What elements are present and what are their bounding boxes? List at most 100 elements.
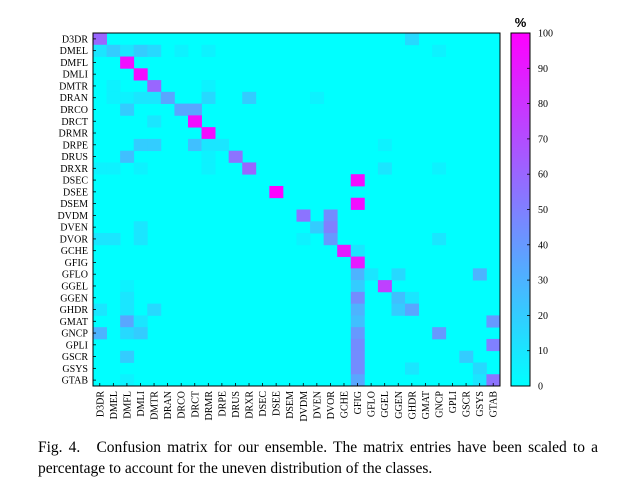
column-label-drmr: DRMR bbox=[204, 391, 215, 421]
heatmap-cell-gflo-gfig bbox=[350, 268, 365, 281]
heatmap-cell-drpe-drct bbox=[187, 138, 202, 152]
heatmap-cell-dsec-gfig bbox=[350, 174, 365, 187]
heatmap-cell-drco-dmfl bbox=[120, 103, 135, 116]
heatmap-cell-gmat-dmfl bbox=[120, 315, 135, 328]
column-label-drpe: DRPE bbox=[217, 391, 228, 417]
heatmap-cell-dven-dvor bbox=[323, 221, 338, 234]
row-label-dvdm: DVDM bbox=[57, 211, 88, 222]
heatmap-cell-gscr-gfig bbox=[350, 350, 365, 363]
heatmap-cell-dmel-drmr bbox=[201, 44, 216, 57]
heatmap-cell-ggen-dmfl bbox=[120, 291, 135, 305]
column-label-ggel: GGEL bbox=[380, 391, 391, 418]
row-label-dmli: DMLI bbox=[62, 70, 88, 81]
colorbar-tick-label-20: 20 bbox=[538, 311, 548, 322]
heatmap-cell-dmtr-dmtr bbox=[147, 80, 162, 93]
column-label-drxr: DRXR bbox=[245, 391, 256, 419]
heatmap-cell-gsys-gsys bbox=[472, 362, 487, 375]
heatmap-cell-dmel-dmel bbox=[106, 44, 121, 57]
colorbar-tick-label-60: 60 bbox=[538, 170, 548, 181]
column-label-dsem: DSEM bbox=[285, 391, 296, 419]
confusion-matrix-chart: D3DRDMELDMFLDMLIDMTRDRANDRCODRCTDRMRDRPE… bbox=[57, 15, 553, 422]
heatmap-cell-gsys-gfig bbox=[350, 362, 365, 375]
column-label-ggen: GGEN bbox=[394, 391, 405, 419]
heatmap-cell-gflo-gsys bbox=[472, 268, 487, 281]
heatmap-cell-drpe-dmtr bbox=[147, 138, 162, 152]
heatmap-cell-gtab-dmfl bbox=[120, 374, 135, 387]
row-labels: D3DRDMELDMFLDMLIDMTRDRANDRCODRCTDRMRDRPE… bbox=[57, 34, 96, 387]
row-label-ggel: GGEL bbox=[61, 281, 88, 292]
heatmap-cells bbox=[93, 33, 501, 387]
row-label-drct: DRCT bbox=[61, 117, 88, 128]
heatmap-cell-gche-gche bbox=[337, 244, 352, 257]
colorbar-tick-label-30: 30 bbox=[538, 276, 548, 287]
heatmap-cell-dran-dran bbox=[160, 91, 175, 104]
heatmap-cell-gmat-gfig bbox=[350, 315, 365, 328]
heatmap-cell-gscr-dmfl bbox=[120, 350, 135, 363]
heatmap-cell-d3dr-d3dr bbox=[93, 33, 107, 46]
heatmap-cell-drxr-ggel bbox=[377, 162, 392, 175]
heatmap-cell-dran-dmfl bbox=[120, 91, 135, 104]
row-label-d3dr: D3DR bbox=[62, 34, 88, 45]
heatmap-cell-gmat-dmli bbox=[133, 315, 148, 328]
heatmap-cell-dran-dmel bbox=[106, 91, 121, 104]
heatmap-cell-ggel-dmfl bbox=[120, 280, 135, 293]
heatmap-cell-gpli-gtab bbox=[486, 338, 501, 352]
column-label-d3dr: D3DR bbox=[95, 391, 106, 417]
heatmap-cell-dran-drmr bbox=[201, 91, 216, 104]
heatmap-cell-dmel-dmfl bbox=[120, 44, 135, 57]
heatmap-cell-dran-dmli bbox=[133, 91, 148, 104]
heatmap-cell-dvor-dvor bbox=[323, 233, 338, 246]
plot-frame bbox=[92, 32, 501, 387]
heatmap-cell-drxr-drxr bbox=[242, 162, 257, 175]
heatmap-cell-dmfl-dmfl bbox=[120, 56, 135, 69]
heatmap-cell-gtab-gfig bbox=[350, 374, 365, 387]
heatmap-cell-drpe-drmr bbox=[201, 138, 216, 152]
colorbar-tick-label-80: 80 bbox=[538, 99, 548, 110]
colorbar-tick-label-90: 90 bbox=[538, 64, 548, 75]
row-label-gmat: GMAT bbox=[60, 317, 88, 328]
row-label-gsys: GSYS bbox=[62, 364, 88, 375]
column-label-dvdm: DVDM bbox=[299, 391, 310, 422]
colorbar-tick-label-10: 10 bbox=[538, 346, 548, 357]
row-label-dmel: DMEL bbox=[60, 46, 88, 57]
heatmap-cell-d3dr-ghdr bbox=[405, 33, 419, 46]
column-label-drus: DRUS bbox=[231, 391, 242, 418]
heatmap-cell-drco-drco bbox=[174, 103, 189, 116]
heatmap-cell-gsys-ghdr bbox=[405, 362, 419, 375]
heatmap-cell-gche-gfig bbox=[350, 244, 365, 257]
heatmap-cell-ghdr-dmfl bbox=[120, 303, 135, 316]
row-label-dsec: DSEC bbox=[62, 176, 88, 187]
row-label-dvor: DVOR bbox=[60, 234, 89, 245]
heatmap-cell-dmli-dmli bbox=[133, 68, 148, 81]
column-label-gche: GCHE bbox=[339, 391, 350, 418]
column-label-dmel: DMEL bbox=[109, 391, 120, 419]
heatmap-cell-dmel-drco bbox=[174, 44, 189, 57]
column-label-gtab: GTAB bbox=[489, 391, 500, 418]
heatmap-cell-dvor-d3dr bbox=[93, 233, 107, 246]
heatmap-cell-dvor-dmel bbox=[106, 233, 121, 246]
column-label-gmat: GMAT bbox=[421, 391, 432, 419]
colorbar-ticks: 0 10 20 30 40 50 60 70 80 90 100 bbox=[527, 29, 553, 393]
heatmap-cell-gncp-dmli bbox=[133, 327, 148, 340]
column-label-gflo: GFLO bbox=[367, 391, 378, 417]
heatmap-cell-gflo-gflo bbox=[364, 268, 379, 281]
heatmap-cell-dran-dmtr bbox=[147, 91, 162, 104]
heatmap-cell-ghdr-ggen bbox=[391, 303, 406, 316]
figure-caption-label: Fig. 4. bbox=[38, 439, 81, 456]
row-label-gche: GCHE bbox=[61, 246, 88, 257]
heatmap-cell-gflo-ggen bbox=[391, 268, 406, 281]
colorbar-label: % bbox=[515, 15, 527, 30]
heatmap-cell-gfig-gfig bbox=[350, 256, 365, 269]
heatmap-cell-dran-dven bbox=[310, 91, 325, 104]
colorbar-tick-label-70: 70 bbox=[538, 134, 548, 145]
row-label-dmtr: DMTR bbox=[59, 81, 88, 92]
heatmap-cell-dmel-d3dr bbox=[93, 44, 107, 57]
heatmap-cell-dmel-dmtr bbox=[147, 44, 162, 57]
column-label-dsee: DSEE bbox=[272, 391, 283, 416]
column-label-dsec: DSEC bbox=[258, 391, 269, 417]
heatmap-cell-drus-drus bbox=[228, 150, 243, 163]
heatmap-cell-drxr-gncp bbox=[432, 162, 447, 175]
heatmap-cell-dmel-dmli bbox=[133, 44, 148, 57]
heatmap-cell-drpe-dmli bbox=[133, 138, 148, 152]
row-label-dven: DVEN bbox=[60, 223, 88, 234]
